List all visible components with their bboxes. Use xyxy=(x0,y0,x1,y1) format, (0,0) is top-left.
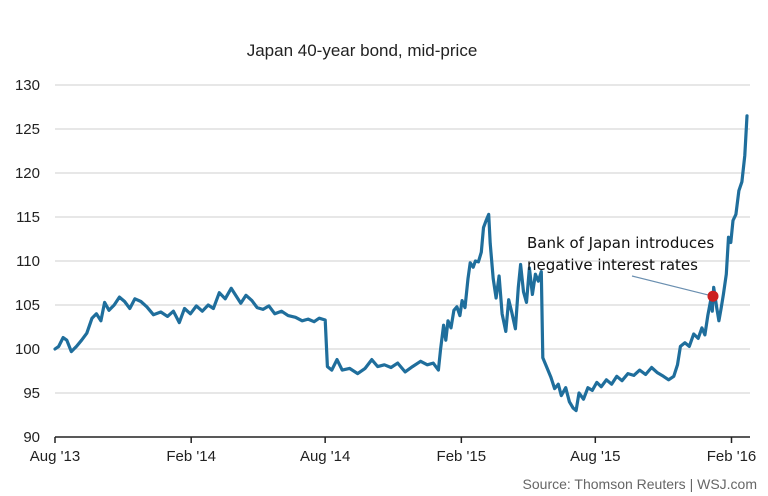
annotation: Bank of Japan introduces negative intere… xyxy=(527,234,719,302)
y-tick-label-110: 110 xyxy=(16,253,40,270)
x-axis: Aug '13 Feb '14 Aug '14 Feb '15 Aug '15 Feb '… xyxy=(30,436,757,465)
y-axis-tick-labels: 90 95 100 105 110 115 120 125 130 xyxy=(15,77,40,446)
annotation-marker xyxy=(707,290,719,302)
x-tick-label: Feb '14 xyxy=(166,448,216,465)
y-tick-label-95: 95 xyxy=(23,385,40,402)
y-tick-label-125: 125 xyxy=(15,121,40,138)
annotation-label-line-2: negative interest rates xyxy=(527,256,698,274)
series-layer xyxy=(53,114,749,413)
y-tick-label-120: 120 xyxy=(15,165,40,182)
x-tick-label: Aug '15 xyxy=(570,448,620,465)
annotation-leader-line xyxy=(631,275,710,296)
source-credit: Source: Thomson Reuters | WSJ.com xyxy=(523,476,757,492)
y-tick-label-90: 90 xyxy=(23,429,40,446)
x-tick-label: Feb '16 xyxy=(707,448,757,465)
y-tick-label-130: 130 xyxy=(15,77,40,94)
x-tick-label: Feb '15 xyxy=(437,448,487,465)
y-tick-label-105: 105 xyxy=(15,297,40,314)
annotation-label-line-1: Bank of Japan introduces xyxy=(527,234,714,252)
x-tick-label: Aug '13 xyxy=(30,448,80,465)
x-tick-label: Aug '14 xyxy=(300,448,350,465)
y-tick-label-100: 100 xyxy=(15,341,40,358)
chart-title: Japan 40-year bond, mid-price xyxy=(247,41,478,60)
y-tick-label-115: 115 xyxy=(16,209,40,226)
gridlines xyxy=(55,84,750,394)
series-line xyxy=(53,114,749,413)
